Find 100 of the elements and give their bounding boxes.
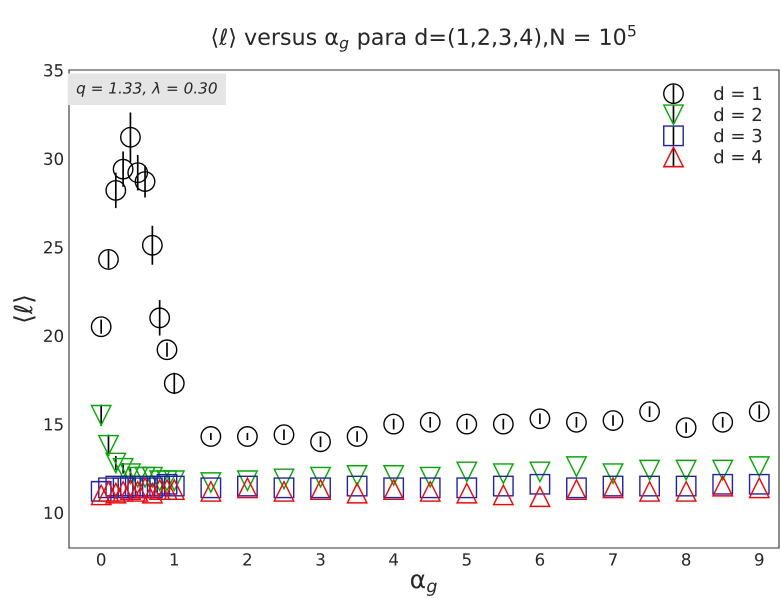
point [112,458,134,479]
point [420,477,441,498]
point [529,408,550,430]
point [712,460,734,481]
point [529,486,550,508]
point [120,479,141,500]
x-tick-label: 5 [462,553,471,566]
point [149,479,170,500]
point [383,414,404,434]
point [420,466,441,488]
point [134,171,156,192]
point [90,484,112,506]
x-tick-label: 9 [755,553,764,566]
point [748,456,770,477]
point [105,476,126,496]
point [712,412,734,433]
point [142,466,163,488]
point [274,424,294,446]
chart-title: ⟨ℓ⟩ versus α$_{g}$ para d=(1,2,3,4),N = 10$^{5}$ [212,25,636,52]
point [236,470,258,492]
point [112,477,134,498]
y-tick-label: 20 [44,330,64,342]
x-tick-label: 7 [609,553,617,566]
point [566,412,587,433]
point [676,480,697,502]
point [105,180,126,201]
point [529,474,550,495]
point [156,339,178,360]
point [149,307,170,328]
point [456,482,478,504]
point [98,477,119,498]
point [456,414,478,434]
point [748,474,770,495]
legend-label: d = 2 [714,107,761,122]
point [492,484,514,506]
y-tick-label: 15 [44,418,63,431]
point [200,480,222,502]
x-tick-label: 2 [243,553,252,566]
x-tick-label: 0 [96,553,106,566]
point [310,431,331,452]
point [98,249,119,270]
x-tick-label: 4 [389,553,398,566]
point [492,414,514,434]
point [112,480,134,502]
x-tick-label: 1 [170,553,178,566]
point [105,452,126,474]
point [142,482,163,504]
point [156,470,178,492]
point [383,465,404,486]
point [456,477,478,498]
point [149,476,170,496]
point [98,480,119,502]
point [236,426,258,447]
y-tick-label: 10 [44,506,64,520]
point [346,426,368,447]
x-tick-label: 8 [682,553,690,566]
point [602,463,624,484]
point [492,463,514,484]
x-axis-title: α$_{g}$ [411,574,437,596]
point [602,410,624,431]
point [105,482,126,504]
point [127,480,148,502]
y-tick-label: 30 [44,152,64,166]
point [127,466,148,488]
point [529,461,550,482]
point [274,480,294,502]
point [200,426,222,447]
point [164,372,185,394]
point [274,477,294,498]
point [639,476,660,496]
point [164,470,185,492]
y-tick-label: 35 [44,64,63,77]
point [156,479,178,500]
point [639,401,660,422]
point [98,434,119,456]
legend-label: d = 4 [714,150,762,164]
point [420,412,441,433]
point [120,463,141,484]
point [456,461,478,482]
point [90,404,112,426]
y-tick-label: 25 [44,241,63,254]
point [346,482,368,504]
point [639,480,660,502]
point [492,476,514,496]
legend-label: d = 3 [714,128,762,142]
x-tick-label: 6 [536,553,544,566]
point [748,401,770,422]
point [120,126,141,148]
point [142,234,163,256]
point [676,417,697,438]
point [164,476,185,496]
point [676,460,697,481]
point [156,474,178,495]
point [112,158,134,180]
point [346,465,368,486]
point [346,476,368,496]
point [200,472,222,493]
y-axis-title: ⟨ℓ⟩ [13,296,36,322]
point [310,466,331,488]
point [639,460,660,481]
